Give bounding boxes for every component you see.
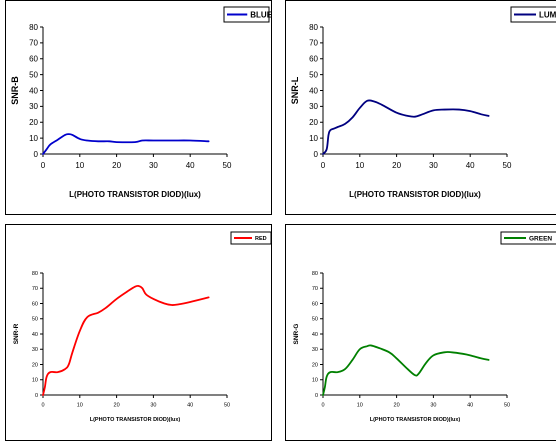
y-tick-label: 30 [309, 102, 318, 111]
x-axis-label: L(PHOTO TRANSISTOR DIOD)(lux) [370, 417, 461, 423]
y-tick-label: 80 [29, 23, 38, 32]
x-axis-label: L(PHOTO TRANSISTOR DIOD)(lux) [349, 190, 481, 199]
x-tick-label: 50 [504, 403, 510, 409]
x-tick-label: 40 [467, 403, 473, 409]
x-tick-label: 30 [149, 161, 158, 170]
y-tick-label: 20 [29, 118, 38, 127]
series-line-green [322, 344, 490, 396]
x-tick-label: 40 [466, 161, 475, 170]
y-tick-label: 30 [32, 347, 38, 353]
x-tick-label: 20 [112, 161, 121, 170]
chart-svg: 0 10 20 30 40 50 60 70 80 0 10 20 30 40 50 L(PHOTO TRAN… [293, 231, 556, 423]
y-tick-label: 30 [29, 102, 38, 111]
y-tick-label: 30 [312, 347, 318, 353]
legend-label: BLUE [250, 10, 272, 19]
chart-panel-green: 0 10 20 30 40 50 60 70 80 0 10 20 30 40 50 L(PHOTO TRAN… [285, 224, 556, 441]
y-tick-label: 40 [312, 332, 318, 338]
y-tick-label: 10 [29, 134, 38, 143]
series-line-blue [42, 133, 210, 155]
series-line-luma [322, 99, 490, 155]
y-tick-label: 80 [32, 271, 38, 277]
y-axis-label: SNR-B [10, 76, 20, 105]
y-tick-label: 60 [29, 55, 38, 64]
legend-label: RED [255, 236, 267, 242]
y-tick-label: 80 [312, 271, 318, 277]
y-tick-label: 60 [312, 301, 318, 307]
legend [500, 231, 556, 245]
y-tick-label: 20 [32, 362, 38, 368]
y-tick-label: 50 [32, 317, 38, 323]
y-tick-label: 10 [32, 378, 38, 384]
x-tick-label: 10 [75, 161, 84, 170]
y-axis-label: SNR-L [290, 76, 300, 104]
x-tick-label: 50 [503, 161, 512, 170]
y-tick-label: 60 [32, 301, 38, 307]
legend-label: GREEN [529, 235, 552, 242]
chart-svg: 0 10 20 30 40 50 60 70 80 0 10 20 30 40 50 L(PHOTO TRAN… [290, 6, 556, 199]
y-tick-label: 40 [32, 332, 38, 338]
y-tick-label: 50 [312, 317, 318, 323]
y-axis-label: SNR-G [293, 324, 300, 345]
x-tick-label: 50 [224, 403, 230, 409]
x-tick-label: 20 [114, 403, 120, 409]
x-tick-label: 10 [357, 403, 363, 409]
y-tick-label: 40 [29, 86, 38, 95]
y-tick-label: 0 [34, 150, 39, 159]
chart-panel-red: 0 10 20 30 40 50 60 70 80 0 10 20 30 40 50 L(PHOTO TRAN… [5, 224, 272, 441]
chart-panel-luma: 0 10 20 30 40 50 60 70 80 0 10 20 30 40 50 L(PHOTO TRAN… [285, 0, 556, 215]
y-tick-label: 40 [309, 86, 318, 95]
y-tick-label: 70 [32, 286, 38, 292]
x-tick-label: 30 [430, 403, 436, 409]
x-axis-label: L(PHOTO TRANSISTOR DIOD)(lux) [69, 190, 201, 199]
y-tick-label: 10 [312, 378, 318, 384]
x-tick-label: 20 [392, 161, 401, 170]
x-tick-label: 30 [150, 403, 156, 409]
y-tick-label: 80 [309, 23, 318, 32]
y-axis-label: SNR-R [13, 323, 20, 344]
y-tick-label: 60 [309, 55, 318, 64]
x-tick-label: 30 [429, 161, 438, 170]
y-tick-label: 70 [29, 39, 38, 48]
y-tick-label: 10 [309, 134, 318, 143]
y-tick-label: 70 [309, 39, 318, 48]
y-tick-label: 0 [315, 393, 318, 399]
x-tick-label: 40 [186, 161, 195, 170]
chart-svg: 0 10 20 30 40 50 60 70 80 0 10 20 30 40 50 L(PHOTO TRAN… [13, 231, 272, 423]
x-tick-label: 40 [187, 403, 193, 409]
legend-label: LUMA [539, 10, 556, 19]
y-tick-label: 20 [312, 362, 318, 368]
x-tick-label: 0 [321, 403, 324, 409]
series-line-red [42, 284, 210, 396]
y-tick-label: 70 [312, 286, 318, 292]
x-tick-label: 0 [41, 403, 44, 409]
y-tick-label: 50 [309, 70, 318, 79]
y-tick-label: 50 [29, 70, 38, 79]
y-tick-label: 20 [309, 118, 318, 127]
x-tick-label: 20 [394, 403, 400, 409]
x-tick-label: 10 [77, 403, 83, 409]
chart-panel-blue: 0 10 20 30 40 50 60 70 80 0 10 20 30 40 50 L(PHOTO TRAN… [5, 0, 273, 215]
chart-svg: 0 10 20 30 40 50 60 70 80 0 10 20 30 40 50 L(PHOTO TRAN… [10, 6, 273, 199]
y-tick-label: 0 [314, 150, 319, 159]
x-tick-label: 0 [41, 161, 46, 170]
x-tick-label: 50 [223, 161, 232, 170]
x-tick-label: 10 [355, 161, 364, 170]
x-tick-label: 0 [321, 161, 326, 170]
y-tick-label: 0 [35, 393, 38, 399]
x-axis-label: L(PHOTO TRANSISTOR DIOD)(lux) [90, 417, 181, 423]
